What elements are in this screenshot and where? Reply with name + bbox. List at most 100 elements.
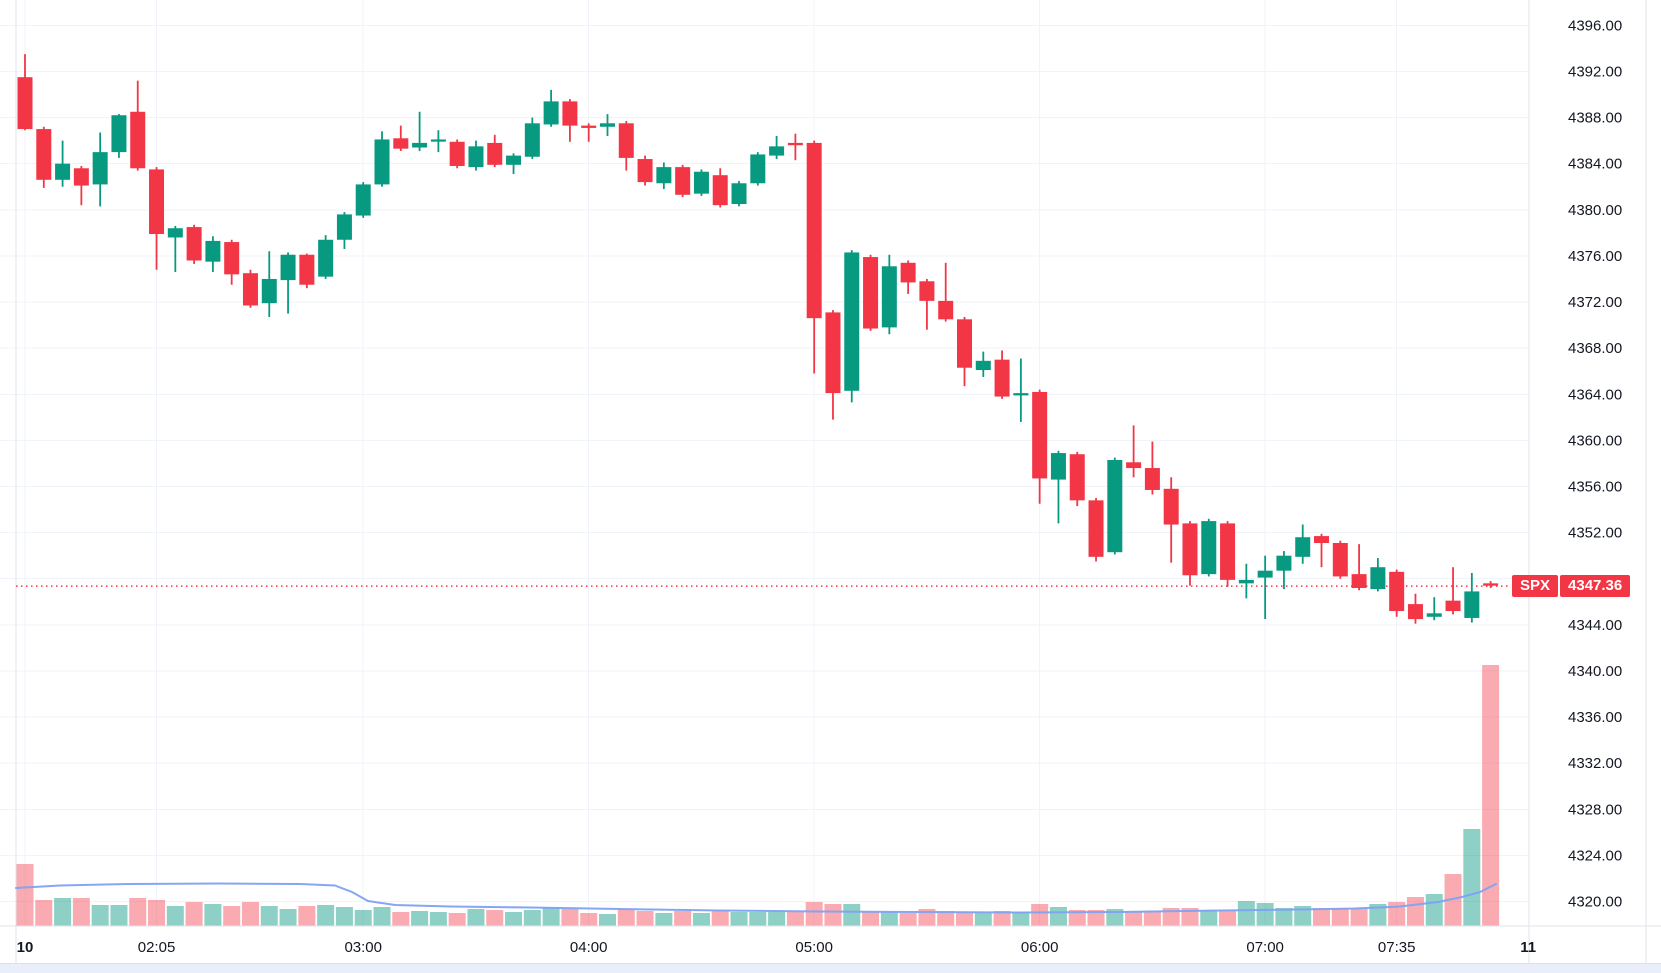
candle: [900, 260, 916, 294]
price-axis-hit-area[interactable]: [1530, 0, 1661, 926]
candle: [919, 278, 935, 330]
candle: [863, 254, 879, 331]
candle-body: [55, 163, 71, 180]
candle-body: [73, 168, 89, 186]
price-axis[interactable]: 4396.00 4392.00 4388.00 4384.00 4380.00 4376.…: [1530, 0, 1661, 926]
volume-bar: [298, 906, 316, 926]
candle: [543, 89, 559, 127]
candle-body: [1351, 574, 1367, 588]
candle: [1088, 498, 1104, 562]
candle-body: [562, 101, 578, 126]
candle: [36, 126, 52, 188]
candle: [1407, 593, 1423, 624]
volume-bar: [185, 902, 203, 926]
candle: [1332, 540, 1348, 579]
volume-bar: [1369, 904, 1387, 926]
candle: [1314, 533, 1330, 568]
candle: [618, 120, 634, 171]
price-tick-label: 4372.00: [1568, 294, 1622, 311]
candle-body: [975, 360, 991, 371]
candle: [975, 351, 991, 377]
volume-bar: [223, 906, 241, 926]
candle: [261, 251, 277, 318]
candle: [1201, 518, 1217, 577]
candle-body: [1088, 500, 1104, 557]
candle-body: [1013, 393, 1029, 396]
candle-body: [355, 184, 371, 216]
volume-bar: [1388, 902, 1406, 926]
volume-bar: [1350, 908, 1368, 926]
price-tick-label: 4392.00: [1568, 63, 1622, 80]
candle-body: [1407, 604, 1423, 620]
volume-bar: [72, 898, 90, 926]
gridlines: [0, 0, 1529, 926]
candle-body: [487, 142, 503, 165]
candle-body: [1426, 613, 1442, 617]
candle-body: [280, 254, 296, 281]
volume-bar: [1068, 910, 1086, 926]
volume-bar: [335, 907, 353, 926]
price-pane[interactable]: [17, 54, 1499, 624]
volume-bar: [166, 906, 184, 926]
candle-body: [1276, 555, 1292, 571]
time-axis-label: 03:00: [344, 939, 382, 956]
candle-body: [17, 77, 33, 130]
volume-bar: [1425, 894, 1443, 926]
price-tick-label: 4376.00: [1568, 248, 1622, 265]
candle-body: [430, 139, 446, 142]
candle: [825, 310, 841, 420]
candle: [994, 350, 1010, 399]
volume-bar: [843, 904, 861, 926]
candle: [599, 114, 615, 136]
candle-body: [1220, 523, 1236, 580]
candle: [581, 123, 597, 142]
time-axis-label: 07:35: [1378, 939, 1416, 956]
candle: [1050, 450, 1066, 524]
candle-body: [1389, 571, 1405, 612]
volume-bar: [1463, 829, 1481, 926]
candle-body: [656, 167, 672, 184]
volume-bar: [204, 904, 222, 926]
candle: [675, 164, 691, 198]
candle: [938, 262, 954, 322]
volume-pane[interactable]: [16, 665, 1500, 926]
candle: [844, 250, 860, 403]
time-axis[interactable]: 10 02:05 03:00 04:00 05:00 06:00 07:00 07:35 11: [0, 927, 1661, 964]
candle: [769, 135, 785, 160]
candle: [1445, 567, 1461, 615]
volume-bar: [16, 864, 34, 926]
candle: [1426, 597, 1442, 621]
volume-bar: [1106, 909, 1124, 926]
candle-body: [149, 169, 165, 234]
candle-body: [938, 300, 954, 320]
candle-body: [374, 139, 390, 185]
candle-body: [1483, 583, 1499, 586]
candle: [1013, 358, 1029, 422]
candle-body: [731, 183, 747, 205]
price-tick-label: 4380.00: [1568, 202, 1622, 219]
volume-bar: [241, 902, 259, 926]
candle-body: [1201, 521, 1217, 575]
candle: [393, 125, 409, 151]
candle-body: [618, 123, 634, 158]
volume-bar: [1031, 904, 1049, 926]
candle: [524, 117, 540, 160]
candle: [1107, 457, 1123, 555]
volume-bar: [110, 905, 128, 926]
candle: [374, 131, 390, 187]
volume-bar: [862, 912, 880, 926]
volume-bar: [1200, 910, 1218, 926]
candle-body: [130, 111, 146, 169]
volume-bar: [655, 913, 673, 926]
candle: [637, 155, 653, 186]
candle: [656, 162, 672, 190]
volume-bar: [1181, 908, 1199, 926]
price-tick-label: 4384.00: [1568, 156, 1622, 173]
price-tick-label: 4364.00: [1568, 386, 1622, 403]
candle-body: [167, 228, 183, 238]
volume-bar: [918, 909, 936, 926]
candle: [430, 130, 446, 153]
candle: [205, 236, 221, 273]
time-axis-label: 06:00: [1021, 939, 1059, 956]
